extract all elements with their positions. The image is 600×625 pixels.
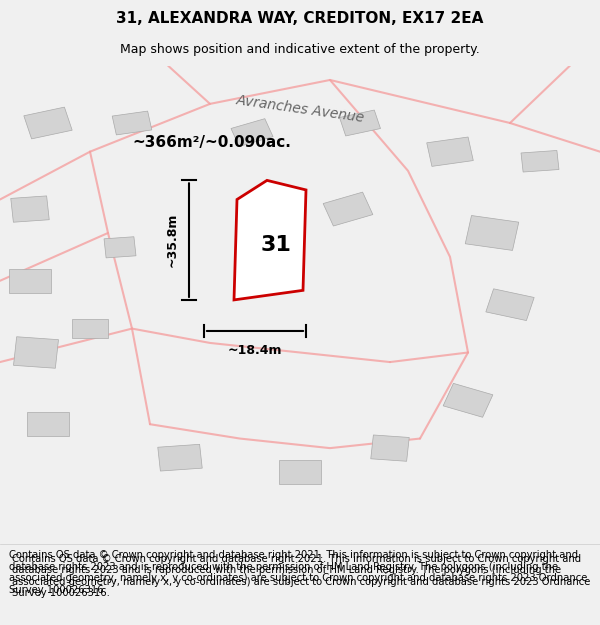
Polygon shape — [9, 269, 51, 292]
Polygon shape — [14, 337, 58, 368]
Polygon shape — [443, 383, 493, 418]
Text: Contains OS data © Crown copyright and database right 2021. This information is : Contains OS data © Crown copyright and d… — [12, 554, 590, 598]
Text: ~366m²/~0.090ac.: ~366m²/~0.090ac. — [132, 134, 291, 149]
Text: Map shows position and indicative extent of the property.: Map shows position and indicative extent… — [120, 42, 480, 56]
Text: ~18.4m: ~18.4m — [228, 344, 282, 357]
Text: 31: 31 — [260, 235, 292, 255]
Polygon shape — [104, 237, 136, 258]
Polygon shape — [465, 216, 519, 251]
Polygon shape — [279, 460, 321, 484]
Polygon shape — [231, 119, 273, 146]
Polygon shape — [11, 196, 49, 222]
Polygon shape — [371, 435, 409, 461]
Polygon shape — [72, 319, 108, 338]
Text: Contains OS data © Crown copyright and database right 2021. This information is : Contains OS data © Crown copyright and d… — [9, 550, 587, 595]
Polygon shape — [24, 107, 72, 139]
Polygon shape — [158, 444, 202, 471]
Polygon shape — [234, 181, 306, 300]
Polygon shape — [323, 192, 373, 226]
Polygon shape — [27, 412, 69, 436]
Text: 31, ALEXANDRA WAY, CREDITON, EX17 2EA: 31, ALEXANDRA WAY, CREDITON, EX17 2EA — [116, 11, 484, 26]
Text: ~35.8m: ~35.8m — [166, 213, 179, 268]
Polygon shape — [112, 111, 152, 135]
Polygon shape — [486, 289, 534, 321]
Polygon shape — [521, 151, 559, 172]
Text: Avranches Avenue: Avranches Avenue — [235, 92, 365, 124]
Polygon shape — [427, 137, 473, 166]
Polygon shape — [340, 110, 380, 136]
